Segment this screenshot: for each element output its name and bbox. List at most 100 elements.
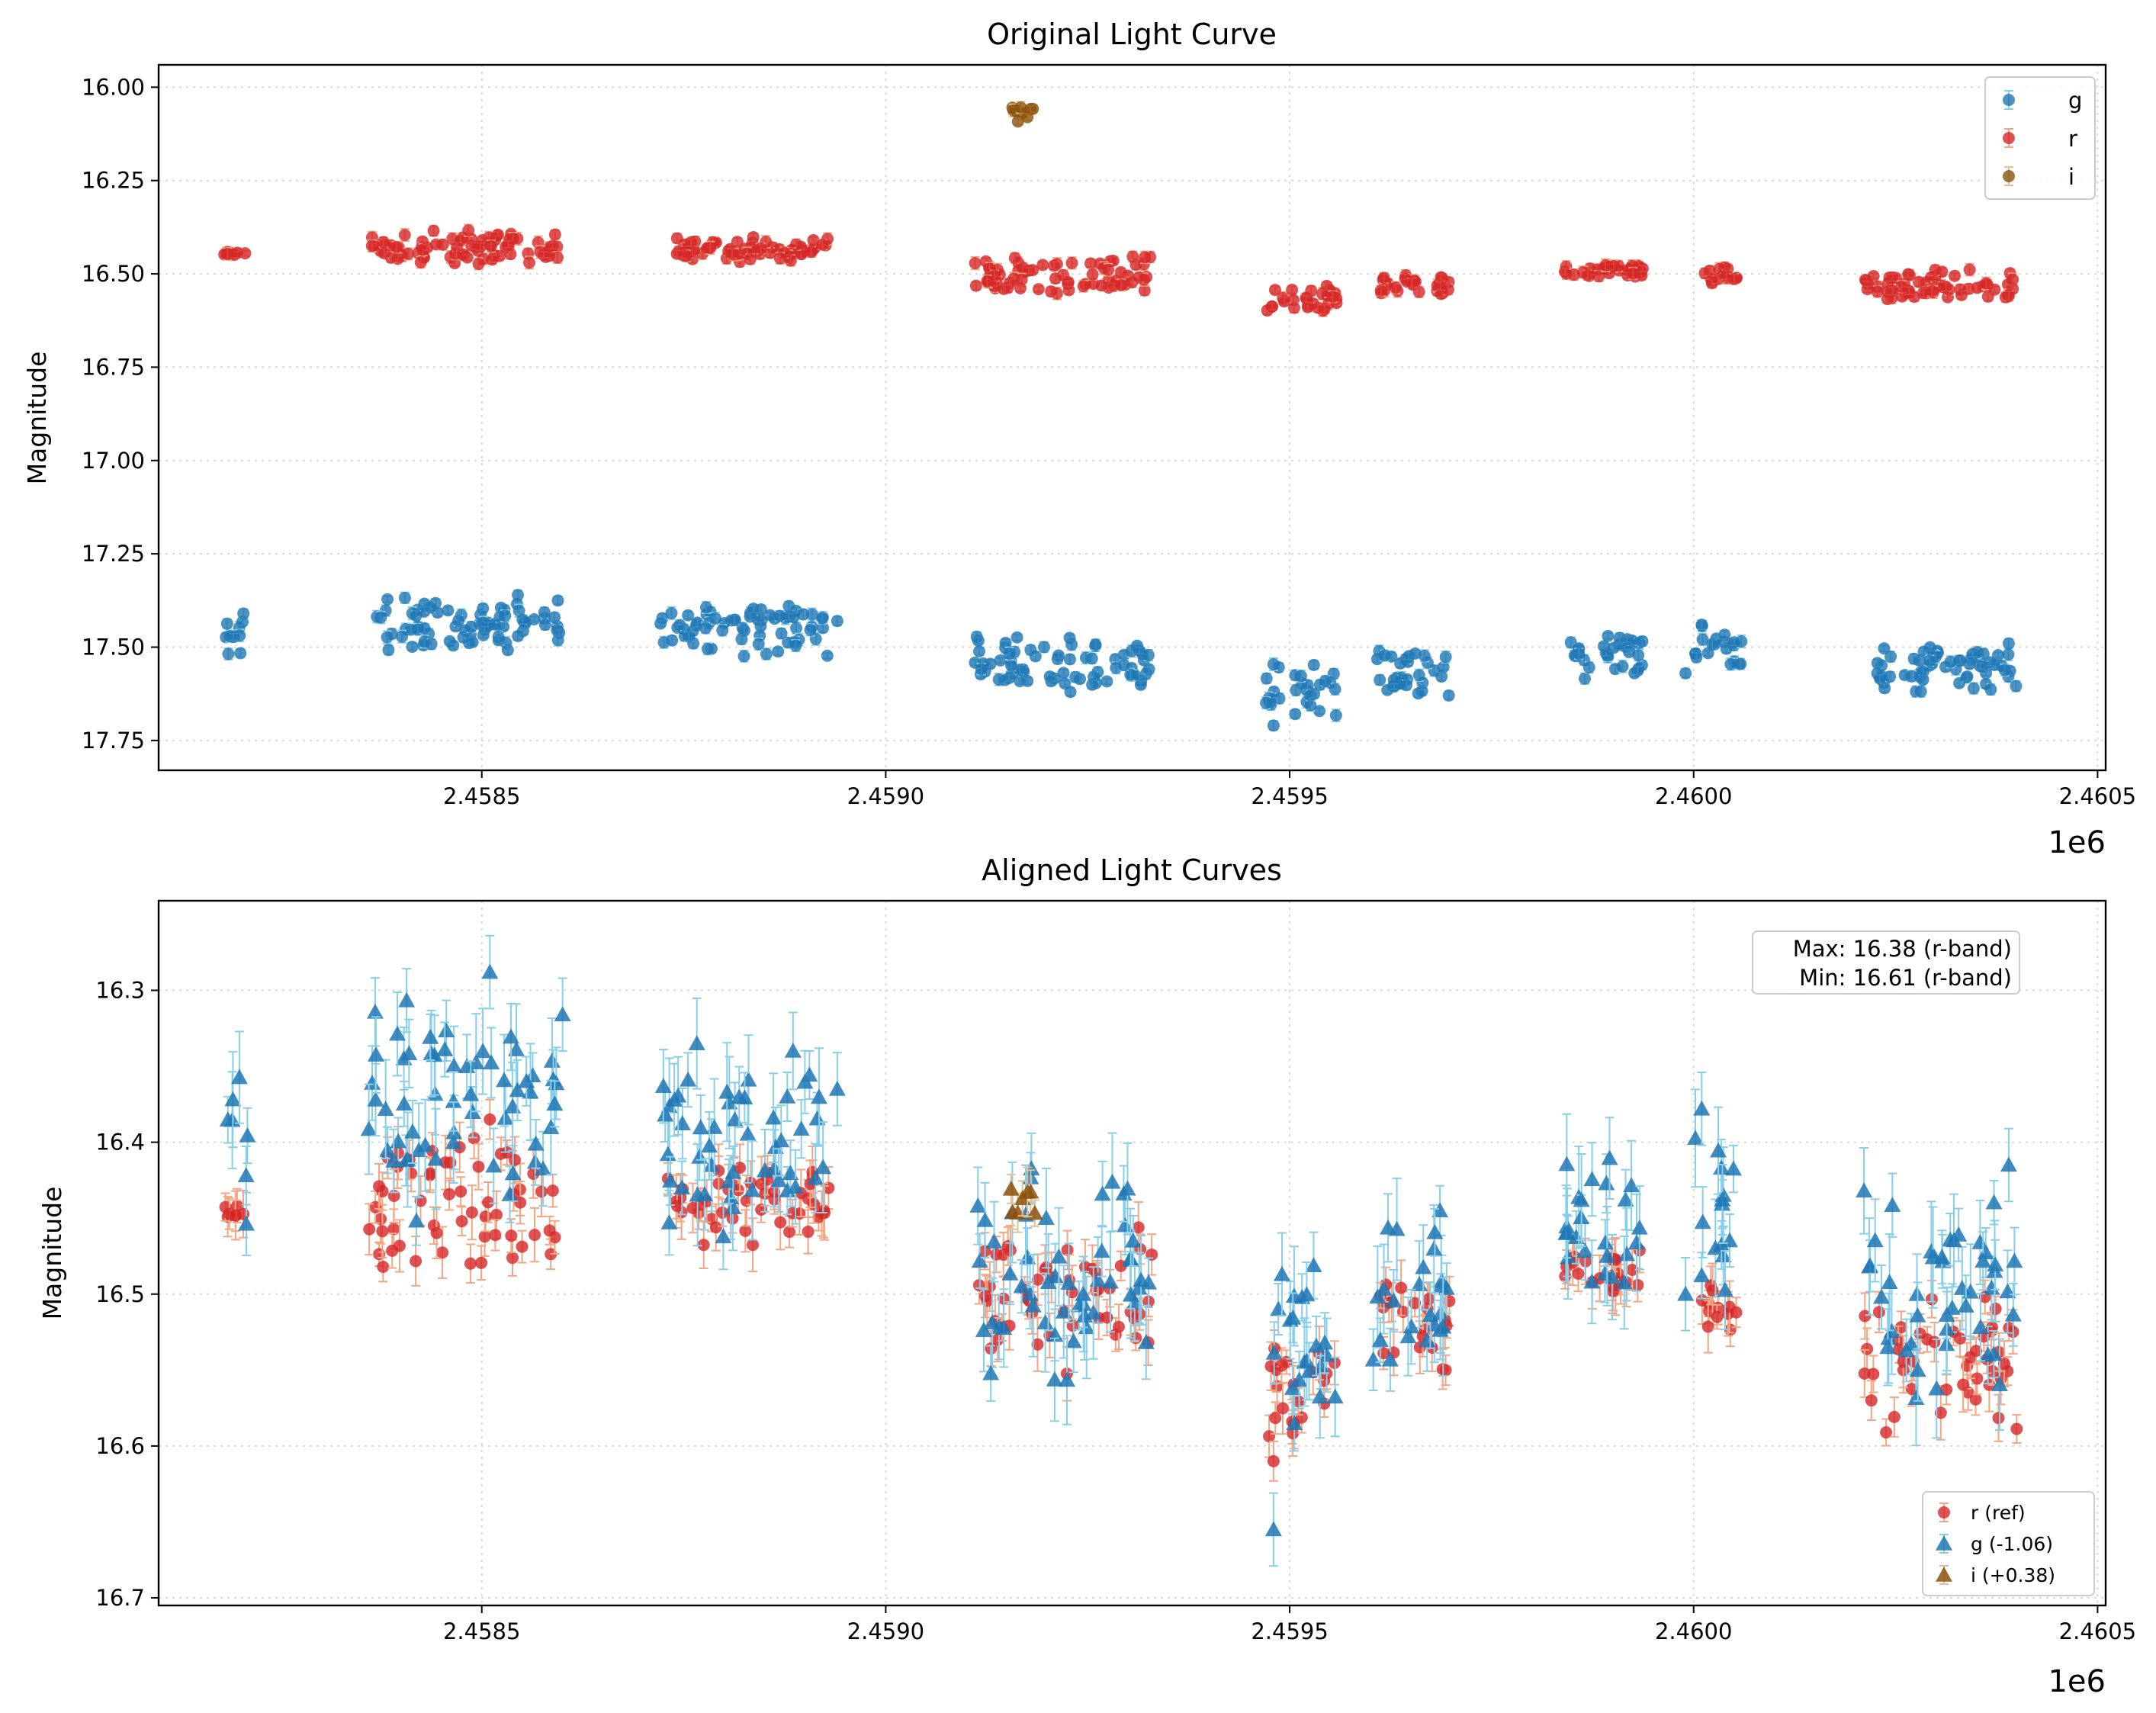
data-point-g (995, 1319, 1013, 1335)
data-point-g (666, 634, 679, 647)
data-point-g (728, 613, 741, 626)
data-point-r (802, 1226, 815, 1239)
data-point-r (378, 246, 390, 259)
data-point-g (1597, 640, 1610, 653)
data-point-g (1632, 649, 1645, 662)
data-point-g (718, 1083, 736, 1099)
data-point-r (1395, 1281, 1408, 1294)
data-point-g (1602, 629, 1615, 642)
data-point-g (1967, 682, 1980, 695)
data-point-g (1308, 687, 1321, 700)
data-point-g (1974, 660, 1987, 673)
data-point-g (739, 1125, 757, 1141)
data-point-r (2002, 289, 2015, 302)
data-point-r (716, 1206, 729, 1219)
data-point-r (1872, 1306, 1885, 1319)
data-point-g (1409, 647, 1422, 660)
data-point-r (1265, 300, 1278, 313)
data-point-r (1031, 1273, 1044, 1286)
data-point-g (816, 612, 829, 625)
data-point-r (505, 1229, 518, 1242)
data-point-r (1703, 265, 1716, 278)
data-point-g (452, 614, 465, 627)
data-point-r (1858, 1367, 1871, 1380)
data-point-r (478, 1230, 491, 1243)
data-point-g (410, 609, 423, 622)
data-point-g (1038, 641, 1051, 654)
data-point-g (1063, 653, 1076, 666)
data-point-r (981, 275, 994, 288)
data-point-g (364, 1075, 381, 1090)
data-point-g (660, 1214, 678, 1229)
data-point-r (1926, 284, 1939, 297)
data-point-g (445, 1133, 462, 1149)
chart-title: Aligned Light Curves (982, 853, 1282, 887)
data-point-r (543, 1224, 556, 1237)
data-point-g (237, 607, 250, 620)
data-point-g (381, 631, 394, 644)
data-point-r (704, 241, 717, 254)
data-point-g (1884, 670, 1897, 683)
data-point-r (365, 239, 378, 252)
x-offset-label: 1e6 (2048, 825, 2106, 860)
data-point-r (1928, 1335, 1941, 1348)
plot-frame (157, 63, 2107, 772)
data-point-g (546, 1095, 564, 1111)
data-point-r (410, 1255, 423, 1268)
data-point-r (1861, 283, 1874, 296)
data-point-r (489, 1229, 502, 1242)
data-point-r (1902, 268, 1915, 281)
data-point-g (1735, 635, 1748, 648)
data-point-g (1117, 659, 1130, 672)
data-point-g (744, 1181, 761, 1197)
data-point-g (496, 1072, 513, 1088)
data-point-r (221, 248, 234, 261)
data-point-r (670, 232, 683, 245)
data-point-g (994, 654, 1007, 667)
data-point-g (1621, 633, 1634, 646)
data-point-g (442, 604, 455, 617)
data-point-g (779, 1088, 796, 1104)
data-point-r (239, 247, 252, 260)
legend-marker-i (2003, 170, 2015, 182)
data-point-g (1690, 651, 1703, 664)
data-point-r (1607, 1284, 1620, 1297)
data-point-g (1696, 633, 1709, 646)
data-point-g (775, 627, 788, 640)
data-point-r (1287, 301, 1300, 314)
data-point-r (484, 239, 497, 252)
data-point-r (822, 1181, 835, 1194)
data-point-r (462, 224, 475, 237)
data-point-r (1636, 262, 1649, 275)
data-point-r (1286, 284, 1299, 297)
data-point-r (763, 246, 776, 259)
data-point-g (975, 1322, 992, 1338)
data-point-g (427, 1150, 445, 1166)
data-point-g (1923, 654, 1936, 667)
data-point-r (1894, 1321, 1907, 1334)
data-point-r (1264, 1360, 1277, 1373)
data-point-g (222, 648, 235, 660)
data-point-g (438, 1022, 455, 1038)
data-point-g (659, 1146, 676, 1162)
y-tick-label: 17.00 (82, 448, 145, 474)
data-point-g (238, 1215, 255, 1231)
data-point-r (1114, 265, 1127, 278)
data-point-r (747, 1239, 760, 1252)
data-point-i (1014, 101, 1027, 114)
data-point-r (1434, 279, 1447, 292)
data-point-g (752, 638, 765, 651)
data-point-r (1970, 1345, 1983, 1358)
data-point-g (821, 649, 834, 662)
y-tick-label: 17.25 (82, 541, 145, 567)
data-point-r (1277, 1402, 1290, 1415)
data-point-r (546, 1184, 559, 1197)
x-tick-label: 2.4590 (847, 783, 924, 809)
data-point-g (1050, 1248, 1068, 1264)
data-point-g (423, 1045, 440, 1061)
data-point-g (1065, 1332, 1082, 1348)
data-point-r (1036, 259, 1049, 272)
data-point-r (486, 253, 499, 266)
data-point-g (797, 608, 810, 621)
